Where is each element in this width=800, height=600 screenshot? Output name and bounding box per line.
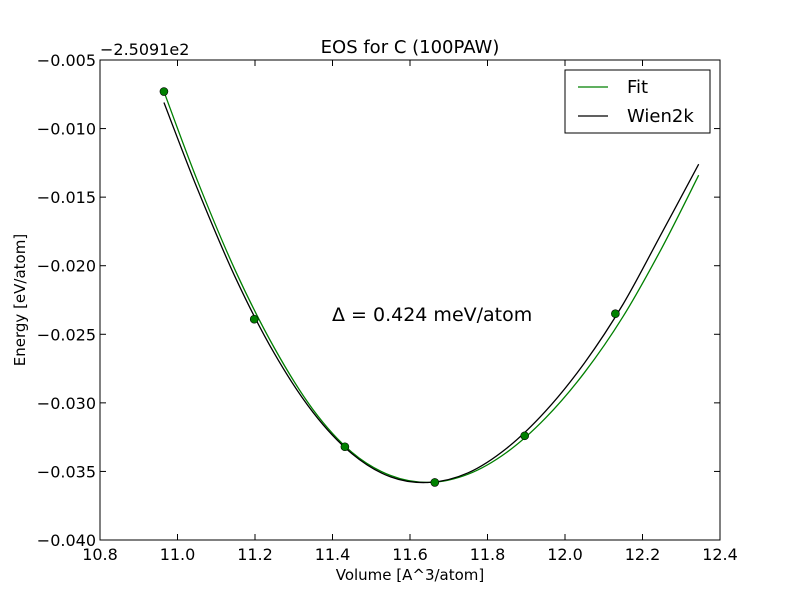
x-tick-label: 11.6	[392, 545, 428, 564]
data-point	[520, 431, 530, 441]
legend: Fit Wien2k	[564, 69, 711, 134]
x-tick-label: 11.8	[470, 545, 506, 564]
data-point	[340, 442, 350, 452]
axes-frame	[99, 59, 721, 541]
y-offset-text: −2.5091e2	[100, 40, 189, 59]
x-tick-label: 11.4	[315, 545, 351, 564]
legend-wien2k-label: Wien2k	[627, 106, 694, 127]
x-tick-label: 11.2	[237, 545, 273, 564]
x-tick-label: 11.0	[160, 545, 196, 564]
legend-box	[564, 69, 711, 134]
y-tick-label: −0.015	[37, 188, 96, 207]
plot-area: 10.8 11.0 11.2 11.4 11.6 11.8 12.0 12.2 12.4 −0.0…	[37, 51, 738, 564]
x-axis-label: Volume [A^3/atom]	[336, 566, 485, 584]
y-tick-label: −0.035	[37, 462, 96, 481]
chart-title: EOS for C (100PAW)	[321, 37, 500, 58]
data-point	[611, 309, 620, 319]
y-tick-label: −0.030	[37, 394, 96, 413]
y-tick-label: −0.020	[37, 257, 96, 276]
x-tick-label: 12.4	[702, 545, 738, 564]
y-tick-label: −0.040	[37, 531, 96, 550]
data-point	[249, 314, 259, 324]
x-tick-label: 12.2	[625, 545, 661, 564]
data-point	[430, 478, 440, 487]
y-tick-label: −0.025	[37, 325, 96, 344]
data-point	[159, 87, 169, 96]
x-tick-label: 10.8	[82, 545, 118, 564]
y-tick-label: −0.005	[37, 51, 96, 70]
y-tick-label: −0.010	[37, 120, 96, 139]
delta-annotation: Δ = 0.424 meV/atom	[332, 304, 532, 326]
x-tick-label: 12.0	[547, 545, 583, 564]
legend-fit-label: Fit	[627, 77, 648, 98]
y-axis-label: Energy [eV/atom]	[11, 234, 29, 366]
